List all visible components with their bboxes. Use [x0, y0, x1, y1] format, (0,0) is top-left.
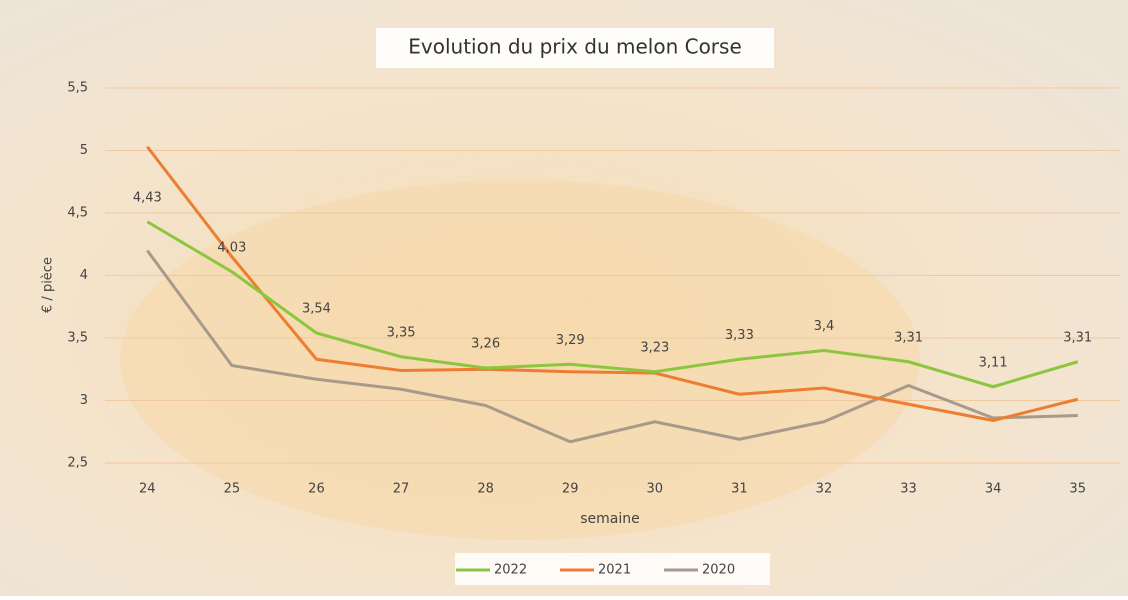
data-label: 3,31: [1063, 330, 1092, 345]
x-tick-label: 29: [562, 482, 579, 497]
x-axis-label: semaine: [580, 511, 640, 527]
data-label: 3,54: [302, 302, 331, 317]
legend-label: 2022: [494, 563, 527, 578]
x-tick-label: 34: [985, 482, 1002, 497]
x-tick-label: 26: [308, 482, 325, 497]
data-label: 3,35: [387, 325, 416, 340]
data-label: 3,11: [979, 355, 1008, 370]
data-label: 3,33: [725, 328, 754, 343]
y-tick-label: 5: [80, 143, 88, 158]
x-tick-label: 27: [393, 482, 410, 497]
data-label: 4,43: [133, 190, 162, 205]
legend-label: 2021: [598, 563, 631, 578]
chart: Evolution du prix du melon Corse € / piè…: [0, 0, 1128, 596]
y-tick-label: 2,5: [67, 456, 88, 471]
y-tick-label: 5,5: [67, 81, 88, 96]
x-tick-label: 28: [477, 482, 494, 497]
data-label: 3,23: [640, 340, 669, 355]
data-label: 4,03: [217, 240, 246, 255]
x-tick-label: 24: [139, 482, 156, 497]
data-label: 3,4: [814, 319, 835, 334]
data-label: 3,31: [894, 330, 923, 345]
y-tick-label: 3: [80, 393, 88, 408]
x-tick-label: 31: [731, 482, 748, 497]
chart-title: Evolution du prix du melon Corse: [408, 35, 742, 59]
y-tick-label: 3,5: [67, 331, 88, 346]
data-label: 3,26: [471, 337, 500, 352]
y-tick-label: 4,5: [67, 206, 88, 221]
x-tick-label: 35: [1069, 482, 1086, 497]
legend-label: 2020: [702, 563, 735, 578]
x-tick-label: 30: [647, 482, 664, 497]
x-tick-label: 25: [224, 482, 241, 497]
data-label: 3,29: [556, 333, 585, 348]
x-tick-label: 32: [816, 482, 833, 497]
y-tick-label: 4: [80, 268, 88, 283]
x-tick-label: 33: [900, 482, 917, 497]
y-axis-label: € / pièce: [41, 257, 56, 313]
